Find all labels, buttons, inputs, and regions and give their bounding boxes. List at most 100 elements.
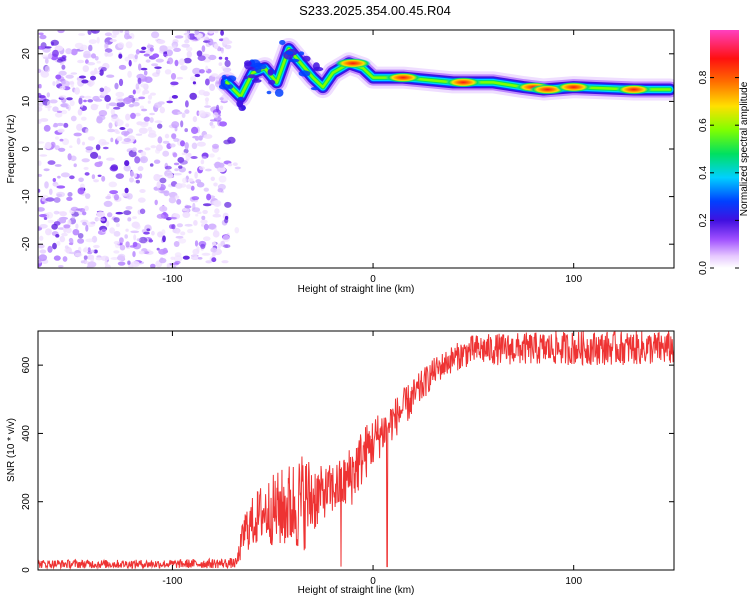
heatmap-speckle xyxy=(194,171,198,179)
heatmap-speckle xyxy=(55,80,60,85)
heatmap-speckle xyxy=(61,64,66,70)
heatmap-speckle xyxy=(159,45,168,52)
heatmap-speckle xyxy=(220,48,224,54)
heatmap-speckle xyxy=(52,106,59,112)
heatmap-speckle xyxy=(167,57,174,65)
snr-panel: -100 0 100 0 200 400 600 Height of straight l… xyxy=(6,330,675,596)
heatmap-speckle xyxy=(94,70,101,74)
heatmap-speckle xyxy=(39,249,47,254)
heatmap-speckle xyxy=(38,243,45,249)
heatmap-speckle xyxy=(69,100,75,107)
spectrogram-x-ticks: -100 0 100 xyxy=(162,30,582,285)
heatmap-speckle xyxy=(38,106,43,112)
heatmap-speckle xyxy=(38,141,45,144)
y-tick-label: 20 xyxy=(21,48,32,60)
heatmap-speckle xyxy=(127,53,135,59)
heatmap-speckle xyxy=(192,135,199,139)
heatmap-speckle xyxy=(132,251,136,258)
heatmap-speckle xyxy=(166,100,173,104)
colorbar-tick-label: 0.6 xyxy=(698,118,709,132)
heatmap-speckle xyxy=(131,261,140,267)
heatmap-speckle xyxy=(196,246,200,253)
heatmap-speckle xyxy=(123,97,132,105)
heatmap-speckle xyxy=(61,232,68,237)
heatmap-speckle xyxy=(125,206,133,210)
heatmap-speckle xyxy=(59,85,66,91)
heatmap-speckle xyxy=(164,165,172,170)
heatmap-speckle xyxy=(118,64,127,70)
heatmap-speckle xyxy=(155,58,164,63)
heatmap-speckle xyxy=(216,104,220,113)
heatmap-speckle xyxy=(217,157,221,160)
heatmap-speckle xyxy=(112,30,120,36)
heatmap-speckle xyxy=(184,205,192,209)
heatmap-speckle xyxy=(65,227,72,234)
heatmap-speckle xyxy=(136,238,141,242)
heatmap-speckle xyxy=(90,75,96,81)
heatmap-speckle xyxy=(194,73,201,78)
y-tick-label: 0 xyxy=(21,567,32,573)
heatmap-speckle xyxy=(202,209,208,215)
heatmap-speckle xyxy=(165,46,174,50)
heatmap-speckle xyxy=(129,170,135,177)
heatmap-speckle xyxy=(38,68,42,73)
colorbar-label: Normalized spectral amplitude xyxy=(739,81,750,216)
heatmap-speckle xyxy=(104,32,112,37)
ridge-blob xyxy=(298,51,305,56)
heatmap-speckle xyxy=(92,104,99,107)
heatmap-speckle xyxy=(140,67,148,71)
heatmap-speckle xyxy=(204,105,212,108)
heatmap-speckle xyxy=(50,39,59,46)
heatmap-speckle xyxy=(155,68,161,75)
heatmap-speckle xyxy=(52,81,56,86)
y-tick-label: 10 xyxy=(21,95,32,107)
heatmap-speckle xyxy=(60,109,68,115)
heatmap-speckle xyxy=(109,39,117,43)
y-tick-label: 0 xyxy=(21,146,32,152)
heatmap-speckle xyxy=(47,160,56,165)
ridge-blob xyxy=(288,58,300,63)
heatmap-speckle xyxy=(113,106,121,110)
heatmap-speckle xyxy=(82,65,90,73)
heatmap-speckle xyxy=(140,83,148,88)
heatmap-speckle xyxy=(159,177,167,184)
heatmap-speckle xyxy=(90,151,99,159)
heatmap-speckle xyxy=(101,141,110,145)
heatmap-speckle xyxy=(200,219,208,225)
heatmap-speckle xyxy=(39,34,47,40)
heatmap-speckle xyxy=(201,223,204,227)
colorbar-gradient xyxy=(710,30,739,268)
heatmap-speckle xyxy=(74,42,84,49)
heatmap-speckle xyxy=(117,261,126,266)
heatmap-speckle xyxy=(69,145,73,148)
heatmap-speckle xyxy=(126,193,133,200)
heatmap-speckle xyxy=(214,30,219,34)
heatmap-speckle xyxy=(139,173,143,179)
heatmap-speckle xyxy=(195,179,202,184)
heatmap-speckle xyxy=(180,231,186,236)
heatmap-speckle xyxy=(220,30,225,36)
heatmap-speckle xyxy=(87,247,91,253)
heatmap-speckle xyxy=(213,182,218,187)
heatmap-speckle xyxy=(93,179,99,183)
heatmap-speckle xyxy=(205,78,210,86)
heatmap-speckle xyxy=(55,234,60,238)
heatmap-speckle xyxy=(222,234,231,243)
heatmap-speckle xyxy=(159,205,168,212)
heatmap-speckle xyxy=(191,142,198,150)
heatmap-speckle xyxy=(66,97,73,101)
heatmap-speckle xyxy=(104,41,109,49)
heatmap-speckle xyxy=(126,35,132,39)
heatmap-speckle xyxy=(82,211,87,216)
heatmap-speckle xyxy=(208,223,217,230)
heatmap-speckle xyxy=(176,76,184,80)
heatmap-speckle xyxy=(196,33,202,41)
heatmap-speckle xyxy=(88,44,93,52)
heatmap-speckle xyxy=(91,53,96,59)
heatmap-speckle xyxy=(174,59,179,67)
heatmap-speckle xyxy=(181,112,186,119)
heatmap-speckle xyxy=(68,237,74,243)
heatmap-speckle xyxy=(86,221,96,228)
heatmap-speckle xyxy=(191,207,201,213)
heatmap-speckle xyxy=(67,104,71,111)
